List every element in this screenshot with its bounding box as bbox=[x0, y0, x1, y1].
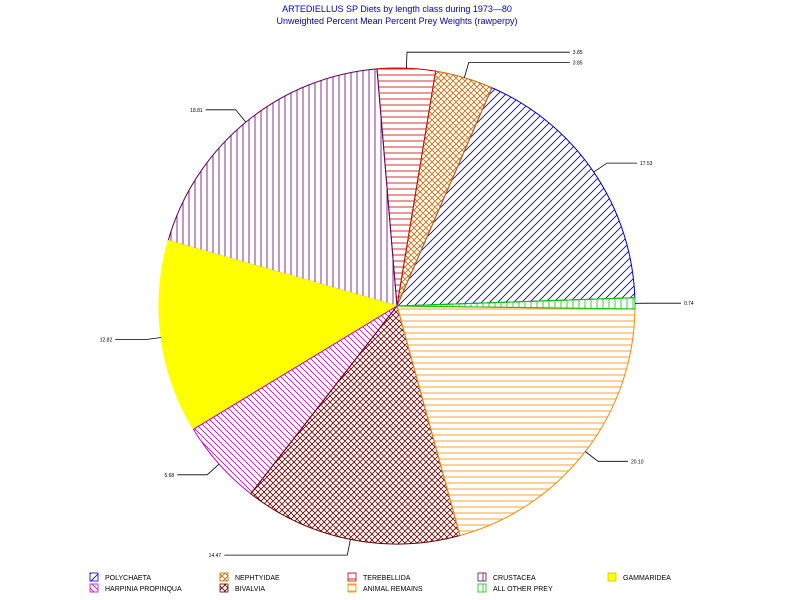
slice-label-harpinia-propinqua: 5.68 bbox=[164, 473, 174, 479]
leader-line-crustacea bbox=[205, 109, 247, 123]
legend-label-bivalvia: BIVALVIA bbox=[235, 586, 265, 593]
chart-subtitle: Unweighted Percent Mean Percent Prey Wei… bbox=[277, 16, 518, 26]
legend-swatch-animal-remains bbox=[347, 583, 357, 593]
chart-title: ARTEDIELLUS SP Diets by length class dur… bbox=[282, 4, 512, 14]
legend-swatch-all-other-prey bbox=[477, 583, 487, 593]
slice-label-animal-remains: 20.10 bbox=[631, 459, 644, 465]
slice-label-polychaeta: 17.53 bbox=[640, 161, 653, 167]
leader-line-gammaridea bbox=[115, 337, 162, 341]
legend-label-crustacea: CRUSTACEA bbox=[493, 575, 536, 582]
legend-swatch-gammaridea bbox=[607, 572, 617, 582]
leader-line-bivalvia bbox=[224, 539, 351, 556]
slice-polychaeta bbox=[396, 87, 636, 307]
legend-swatch-harpinia-propinqua bbox=[89, 583, 99, 593]
slice-crustacea bbox=[167, 68, 398, 307]
slice-all-other-prey bbox=[396, 297, 636, 310]
slice-label-all-other-prey: 0.74 bbox=[684, 301, 694, 307]
legend-label-gammaridea: GAMMARIDEA bbox=[623, 575, 671, 582]
legend: POLYCHAETA NEPHTYIDAE TEREBELLIDA CRUSTACEA… bbox=[89, 572, 671, 593]
slice-label-nephtyidae: 3.85 bbox=[573, 60, 583, 66]
slice-bivalvia bbox=[250, 304, 461, 545]
legend-label-terebellida: TEREBELLIDA bbox=[363, 575, 411, 582]
leader-line-polychaeta bbox=[593, 162, 637, 173]
legend-label-polychaeta: POLYCHAETA bbox=[105, 575, 151, 582]
legend-label-all-other-prey: ALL OTHER PREY bbox=[493, 586, 553, 593]
legend-swatch-bivalvia bbox=[219, 583, 229, 593]
legend-swatch-nephtyidae bbox=[219, 572, 229, 582]
leader-line-nephtyidae bbox=[463, 62, 570, 78]
slice-label-crustacea: 18.81 bbox=[190, 108, 203, 114]
slice-label-bivalvia: 14.47 bbox=[209, 553, 222, 559]
slice-labels: 17.53 3.85 3.85 18.81 12.82 5.68 14.47 20.10 0.7… bbox=[100, 50, 694, 559]
leader-line-terebellida bbox=[406, 51, 570, 69]
leader-line-animal-remains bbox=[585, 451, 628, 462]
legend-label-nephtyidae: NEPHTYIDAE bbox=[235, 575, 280, 582]
slice-label-terebellida: 3.85 bbox=[573, 50, 583, 56]
legend-swatch-crustacea bbox=[477, 572, 487, 582]
legend-swatch-polychaeta bbox=[89, 572, 99, 582]
leader-line-harpinia-propinqua bbox=[177, 463, 220, 476]
pie-slices bbox=[158, 67, 636, 545]
legend-label-harpinia-propinqua: HARPINIA PROPINQUA bbox=[105, 586, 182, 593]
legend-swatch-terebellida bbox=[347, 572, 357, 582]
slice-label-gammaridea: 12.82 bbox=[100, 338, 113, 344]
legend-label-animal-remains: ANIMAL REMAINS bbox=[363, 586, 423, 593]
